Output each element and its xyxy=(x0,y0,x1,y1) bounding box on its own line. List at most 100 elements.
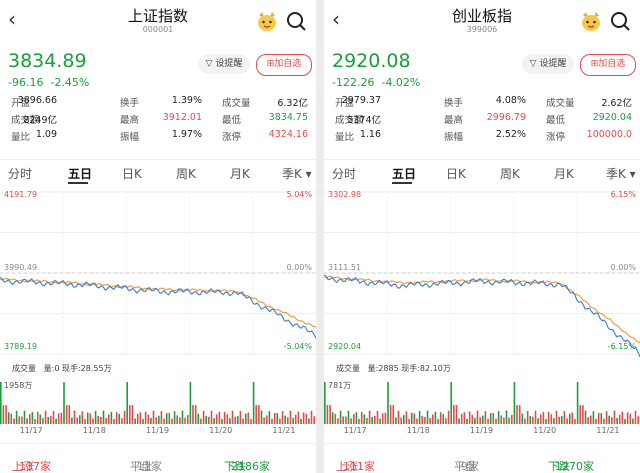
volume-bar xyxy=(408,418,410,424)
volume-bar xyxy=(613,410,616,424)
tab-5[interactable]: 季K ▾ xyxy=(606,167,636,181)
volume-bar xyxy=(558,416,560,424)
pct-top-label: 5.04% xyxy=(286,190,312,199)
back-icon[interactable]: ‹ xyxy=(8,7,16,31)
volume-bar xyxy=(31,412,34,424)
volume-bar xyxy=(260,410,263,424)
set-alert-button[interactable]: ▽ 设提醒 xyxy=(198,54,250,74)
search-icon[interactable] xyxy=(609,10,631,32)
plus-icon: ⊞ xyxy=(590,59,599,69)
volume-bar xyxy=(526,410,529,424)
volume-bar xyxy=(310,410,313,424)
volume-bar xyxy=(52,411,55,424)
tab-4[interactable]: 月K xyxy=(554,167,574,181)
stat-value: 2920.04 xyxy=(592,112,632,123)
chart-tabs: 分时 五日 日K 周K 月K 季K ▾ xyxy=(324,159,640,186)
volume-bar xyxy=(79,415,81,424)
volume-bar xyxy=(489,413,492,424)
volume-bar xyxy=(110,411,113,424)
volume-bar xyxy=(366,418,368,424)
volume-title: 成交量 xyxy=(12,364,36,373)
stat-label: 开盘 xyxy=(11,98,31,109)
volume-bar xyxy=(0,382,2,424)
flat-count: 平盘 11家 xyxy=(130,460,162,473)
stat-label: 成交量 xyxy=(546,98,575,109)
date-label: 11/21 xyxy=(272,426,296,435)
volume-bar xyxy=(294,414,297,424)
volume-bar xyxy=(637,416,639,424)
volume-bar xyxy=(15,410,18,424)
tab-0[interactable]: 分时 xyxy=(332,167,357,181)
volume-bar xyxy=(434,411,437,424)
stat-label: 最高 xyxy=(120,115,140,126)
volume-bar xyxy=(218,411,221,424)
header: ‹ 创业板指 399006 xyxy=(324,0,640,42)
tab-5[interactable]: 季K ▾ xyxy=(282,167,312,181)
tab-2[interactable]: 日K xyxy=(122,167,142,181)
stat-value: 100000.0 xyxy=(586,129,632,140)
volume-bar xyxy=(450,382,452,424)
five-day-chart[interactable]: 4191.79 3990.49 3789.19 5.04% 0.00% -5.04% 195… xyxy=(0,186,316,435)
date-label: 11/19 xyxy=(146,426,170,435)
tab-3[interactable]: 周K xyxy=(500,167,520,181)
current-price: 2920.08 xyxy=(332,50,411,72)
volume-bar xyxy=(471,414,474,424)
volume-bar xyxy=(255,405,257,424)
volume-bar xyxy=(252,382,255,424)
stat-label: 振幅 xyxy=(120,132,140,143)
stat-value: 2.52% xyxy=(495,129,526,140)
market-breadth: 上涨 137家 平盘 11家 下跌 2186家 xyxy=(0,443,316,473)
back-icon[interactable]: ‹ xyxy=(332,7,340,31)
volume-bar xyxy=(626,412,629,424)
volume-bar xyxy=(345,416,347,424)
header: ‹ 上证指数 000001 xyxy=(0,0,316,42)
volume-bar xyxy=(629,413,632,424)
set-alert-button[interactable]: ▽ 设提醒 xyxy=(522,54,574,74)
stat-label: 量比 xyxy=(11,132,31,143)
volume-bar xyxy=(445,418,447,424)
add-favorite-button[interactable]: ⊞加自选 xyxy=(580,54,636,76)
volume-bar xyxy=(34,419,36,424)
tab-3[interactable]: 周K xyxy=(176,167,196,181)
volume-bar xyxy=(250,418,252,424)
date-label: 11/21 xyxy=(596,426,620,435)
volume-bar xyxy=(29,414,31,424)
price-line xyxy=(0,276,316,339)
tab-1[interactable]: 五日 xyxy=(392,167,417,181)
avg-price-line xyxy=(324,275,640,344)
date-label: 11/20 xyxy=(533,426,557,435)
volume-bar xyxy=(76,417,78,424)
volume-bar xyxy=(73,410,76,424)
tab-4[interactable]: 月K xyxy=(230,167,250,181)
volume-bar xyxy=(26,418,28,424)
mascot-icon[interactable] xyxy=(256,10,278,32)
search-icon[interactable] xyxy=(285,10,307,32)
volume-bar xyxy=(92,418,94,424)
volume-bar xyxy=(21,416,23,424)
volume-bar xyxy=(234,416,236,424)
volume-bar xyxy=(592,411,595,424)
volume-bar xyxy=(574,418,576,424)
five-day-chart[interactable]: 3302.98 3111.51 2920.04 6.15% 0.00% -6.15% 781… xyxy=(324,186,640,435)
volume-bar xyxy=(550,414,553,424)
volume-bar xyxy=(18,416,20,424)
volume-bar xyxy=(86,412,89,424)
tab-1[interactable]: 五日 xyxy=(68,167,93,181)
volume-bar xyxy=(144,411,147,424)
volume-bar xyxy=(561,416,563,424)
add-favorite-button[interactable]: ⊞加自选 xyxy=(256,54,312,76)
tab-0[interactable]: 分时 xyxy=(8,167,33,181)
volume-bar xyxy=(616,417,618,424)
volume-bar xyxy=(84,418,86,424)
mascot-icon[interactable] xyxy=(580,10,602,32)
volume-bar xyxy=(163,418,165,424)
volume-bar xyxy=(173,411,176,424)
volume-info: 量:2885 现手:82.10万 xyxy=(367,364,451,373)
volume-bar xyxy=(400,417,402,424)
volume-bar xyxy=(360,411,363,424)
tab-2[interactable]: 日K xyxy=(446,167,466,181)
volume-bar xyxy=(387,382,389,424)
volume-bar xyxy=(432,414,434,424)
stat-label: 开盘 xyxy=(335,98,355,109)
volume-bar xyxy=(611,417,613,424)
